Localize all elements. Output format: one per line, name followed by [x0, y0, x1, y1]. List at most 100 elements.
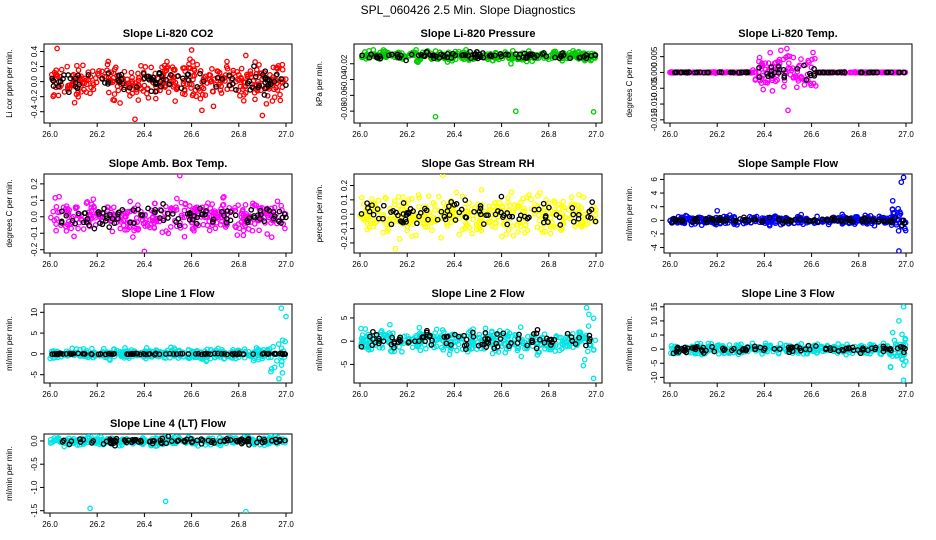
data-point — [558, 53, 564, 60]
data-point — [244, 80, 251, 86]
data-point — [235, 87, 242, 94]
data-point — [268, 368, 274, 375]
data-point — [459, 193, 466, 200]
data-point — [115, 87, 122, 94]
data-point — [803, 77, 810, 83]
data-point — [592, 211, 599, 218]
data-point — [261, 92, 268, 98]
data-point — [417, 347, 424, 354]
data-point — [48, 214, 54, 221]
data-point — [890, 210, 897, 216]
x-tick-label: 26.8 — [851, 390, 867, 399]
data-point — [716, 69, 723, 76]
data-point — [177, 350, 184, 357]
data-point — [395, 193, 402, 200]
data-point — [824, 216, 831, 223]
data-point — [127, 219, 134, 226]
data-point — [482, 330, 489, 336]
data-point — [471, 208, 477, 215]
data-point — [466, 345, 472, 352]
data-point — [568, 194, 575, 201]
data-point — [205, 350, 211, 357]
y-tick-label: 2 — [650, 204, 659, 209]
data-point — [482, 336, 488, 342]
chart-title: Slope Amb. Box Temp. — [109, 158, 228, 170]
data-point — [805, 342, 812, 349]
data-point — [197, 70, 203, 77]
data-point — [214, 350, 221, 357]
y-tick-label: -4 — [650, 243, 659, 251]
x-tick-label: 26.2 — [89, 520, 105, 529]
data-point — [456, 231, 462, 238]
data-point — [209, 66, 215, 72]
data-point — [400, 211, 407, 217]
data-point — [130, 234, 136, 240]
data-point — [500, 212, 507, 219]
data-point — [55, 434, 62, 441]
data-point — [415, 192, 422, 198]
plot-frame — [43, 43, 293, 124]
data-point — [273, 71, 280, 78]
data-point — [63, 228, 70, 234]
data-point — [376, 53, 383, 60]
data-point — [761, 345, 768, 352]
data-point — [466, 200, 473, 206]
data-point — [485, 336, 492, 343]
data-point — [564, 343, 571, 349]
data-point — [234, 438, 241, 445]
chart-title: Slope Line 2 Flow — [432, 288, 525, 300]
data-point — [164, 64, 171, 70]
data-point — [224, 215, 230, 222]
data-point — [167, 224, 174, 230]
data-point — [797, 216, 804, 223]
data-point — [756, 64, 762, 71]
data-point — [210, 88, 216, 95]
data-point — [843, 218, 849, 225]
data-point — [359, 52, 365, 59]
data-point — [254, 439, 260, 446]
y-tick-label: 15 — [650, 302, 659, 311]
x-tick-label: 26.0 — [352, 260, 368, 269]
data-point — [365, 346, 372, 353]
data-point — [897, 210, 904, 217]
data-point — [458, 206, 465, 213]
data-point — [238, 65, 245, 72]
data-point — [240, 232, 247, 239]
data-point — [773, 346, 780, 353]
data-point — [271, 78, 278, 85]
data-point — [233, 87, 239, 93]
data-point — [245, 438, 252, 445]
data-point — [105, 79, 112, 85]
data-point — [279, 370, 286, 376]
data-point — [115, 211, 121, 217]
data-point — [170, 83, 177, 90]
data-point — [803, 217, 809, 224]
data-point — [145, 205, 151, 212]
data-point — [812, 83, 819, 89]
y-tick-label: -0.4 — [30, 104, 39, 118]
x-tick-label: 26.6 — [494, 260, 510, 269]
data-point — [134, 84, 140, 90]
y-tick-label: 0.2 — [30, 178, 39, 190]
data-point — [509, 223, 516, 229]
data-point — [543, 197, 549, 203]
data-point — [508, 189, 515, 196]
data-point — [358, 211, 365, 217]
data-point — [502, 51, 509, 58]
data-point — [552, 348, 559, 354]
data-point — [435, 193, 442, 200]
data-point — [274, 198, 281, 205]
data-point — [465, 210, 472, 217]
data-point — [121, 86, 127, 93]
data-point — [159, 435, 166, 442]
data-point — [537, 342, 544, 348]
data-point — [794, 65, 801, 72]
data-point — [876, 216, 882, 223]
data-point — [446, 203, 452, 210]
data-point — [416, 194, 423, 201]
outlier-point — [54, 45, 60, 52]
data-point — [199, 91, 206, 98]
data-point — [103, 213, 110, 219]
data-point — [53, 227, 59, 234]
